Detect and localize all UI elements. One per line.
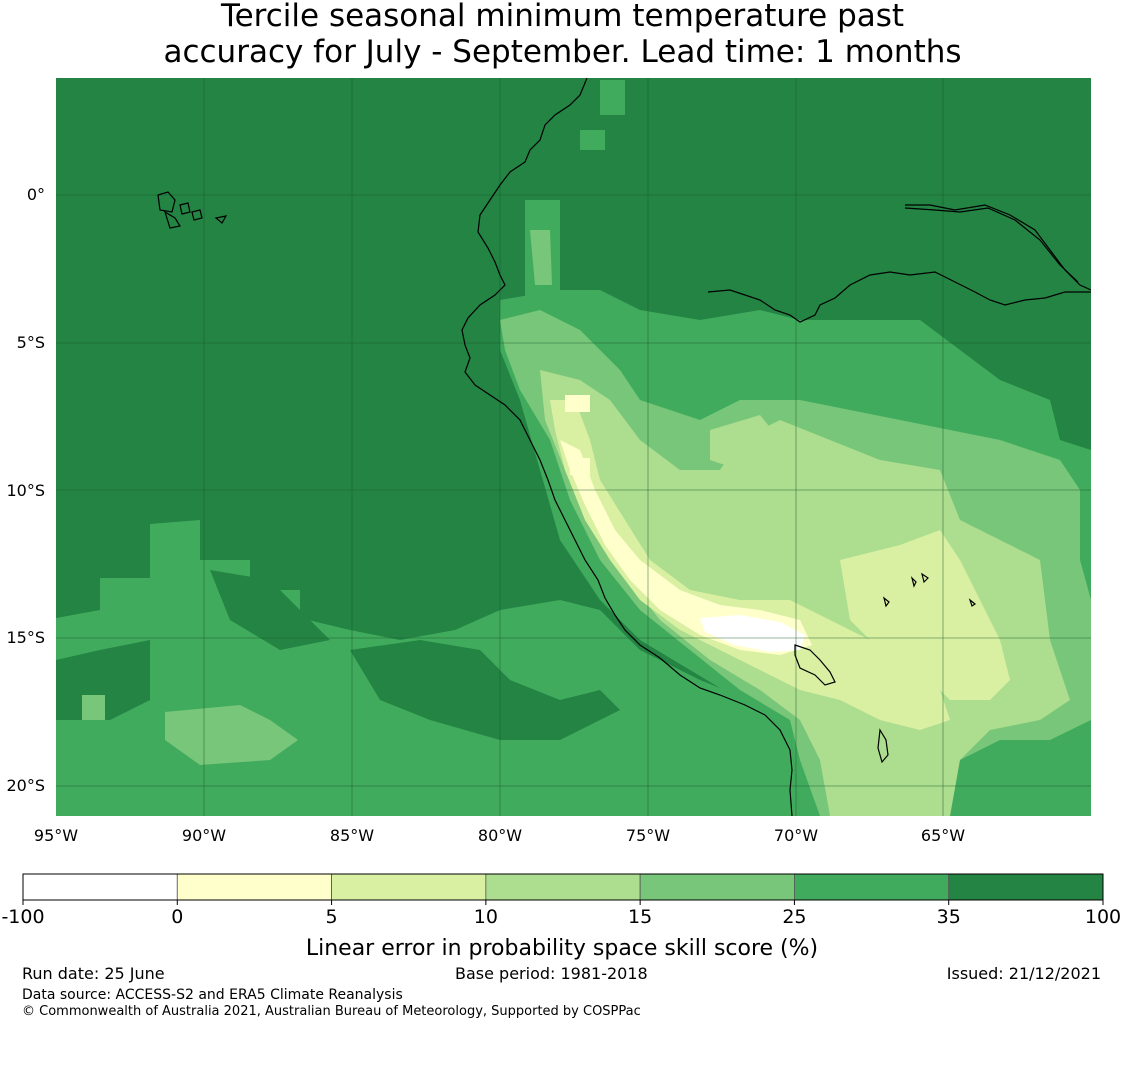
colorbar-tick-label: 5 (326, 906, 338, 928)
colorbar-swatch (485, 873, 641, 901)
region-25-35-ocean-mid (350, 640, 620, 740)
lon-label: 65°W (921, 826, 965, 845)
colorbar-tick-label: 15 (628, 906, 652, 928)
issued-date: Issued: 21/12/2021 (946, 964, 1101, 983)
galapagos-2 (163, 210, 181, 229)
region-25-35-north (580, 80, 625, 150)
region-5-10 (550, 400, 950, 730)
lat-label: 20°S (6, 776, 45, 795)
longitude-labels: 95°W 90°W 85°W 80°W 75°W 70°W 65°W (34, 826, 965, 845)
colorbar-swatch (22, 873, 178, 901)
colorbar: -100 0 5 10 15 25 35 100 (1, 873, 1121, 928)
lon-label: 85°W (330, 826, 374, 845)
colorbar-swatch (794, 873, 950, 901)
colorbar-tick-label: 35 (937, 906, 961, 928)
colorbar-tick-label: 10 (474, 906, 498, 928)
region-10-15-b (710, 415, 780, 470)
amazon-river-2 (904, 207, 1079, 283)
skill-score-field (56, 78, 1091, 816)
colorbar-tick-label: 25 (782, 906, 806, 928)
colorbar-tick-label: -100 (1, 906, 44, 928)
galapagos-5 (214, 215, 228, 224)
region-0-5-b (565, 395, 590, 475)
south-america-coast (461, 78, 793, 816)
colorbar-tick-label: 100 (1085, 906, 1121, 928)
base-period: Base period: 1981-2018 (455, 964, 648, 983)
lat-label: 15°S (6, 628, 45, 647)
colorbar-frame (22, 873, 1104, 901)
lon-label: 95°W (34, 826, 78, 845)
lat-label: 10°S (6, 481, 45, 500)
region-25-35-ocean-inner (210, 570, 330, 650)
lon-label: 90°W (182, 826, 226, 845)
lake-small-3 (882, 596, 977, 608)
coastline (157, 78, 1091, 816)
lon-label: 75°W (626, 826, 670, 845)
data-source: Data source: ACCESS-S2 and ERA5 Climate … (22, 987, 403, 1003)
lat-label: 0° (27, 185, 45, 204)
colorbar-swatch (176, 873, 332, 901)
lon-label: 70°W (774, 826, 818, 845)
colorbar-swatch (331, 873, 487, 901)
latitude-labels: 0° 5°S 10°S 15°S 20°S (6, 185, 45, 795)
maranon-river (707, 271, 1091, 323)
lake-small-2 (910, 572, 929, 588)
map-title-line-2: accuracy for July - September. Lead time… (163, 34, 962, 70)
colorbar-label: Linear error in probability space skill … (306, 936, 818, 961)
region-5-10-inland (840, 530, 1010, 700)
colorbar-swatch (948, 873, 1104, 901)
region-15-25-west-small (82, 695, 105, 720)
lon-label: 80°W (478, 826, 522, 845)
region-15-25-coastal (530, 230, 552, 285)
galapagos-4 (191, 209, 203, 221)
galapagos-1 (157, 191, 176, 213)
run-date: Run date: 25 June (22, 964, 165, 983)
graticule (56, 78, 1091, 816)
lake-small-1 (877, 728, 889, 764)
region-25-35-ocean-west (56, 640, 150, 720)
lat-label: 5°S (17, 333, 45, 352)
region-negative (700, 615, 805, 652)
lake-titicaca (794, 644, 836, 686)
map-title-line-1: Tercile seasonal minimum temperature pas… (220, 0, 905, 34)
colorbar-swatch (639, 873, 795, 901)
galapagos-3 (179, 202, 191, 215)
copyright: © Commonwealth of Australia 2021, Austra… (22, 1004, 641, 1019)
region-15-25-west-ocean (165, 705, 298, 765)
colorbar-tick-label: 0 (171, 906, 183, 928)
